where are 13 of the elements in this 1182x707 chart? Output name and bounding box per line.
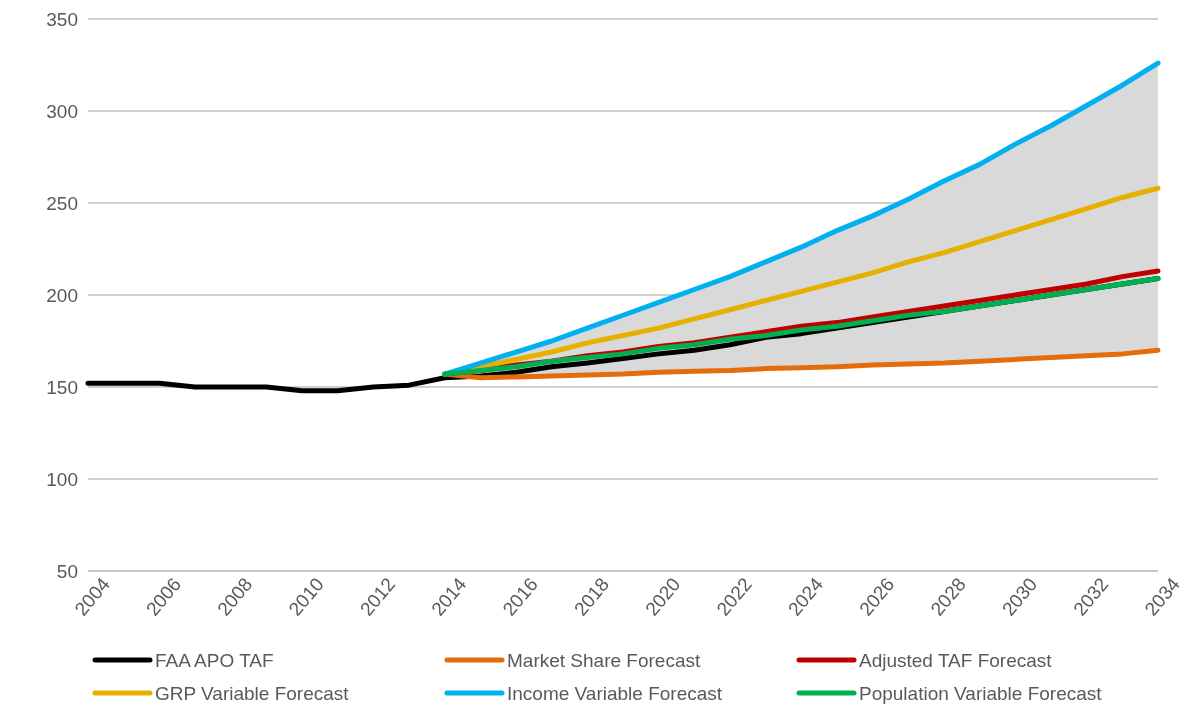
y-tick-label: 250 bbox=[46, 192, 78, 214]
legend-label: Market Share Forecast bbox=[507, 650, 701, 671]
legend-label: FAA APO TAF bbox=[155, 650, 274, 671]
legend-label: Income Variable Forecast bbox=[507, 683, 723, 704]
y-tick-label: 50 bbox=[56, 560, 78, 582]
y-tick-label: 300 bbox=[46, 100, 78, 122]
y-tick-label: 350 bbox=[46, 8, 78, 30]
legend-label: Population Variable Forecast bbox=[859, 683, 1103, 704]
y-tick-label: 100 bbox=[46, 468, 78, 490]
legend-label: GRP Variable Forecast bbox=[155, 683, 350, 704]
y-tick-label: 150 bbox=[46, 376, 78, 398]
legend-label: Adjusted TAF Forecast bbox=[859, 650, 1053, 671]
y-tick-label: 200 bbox=[46, 284, 78, 306]
